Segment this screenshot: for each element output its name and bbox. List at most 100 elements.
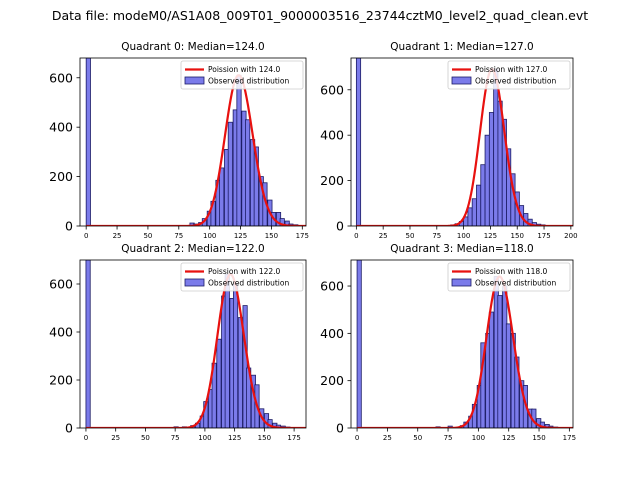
x-tick-label: 150 <box>265 232 278 240</box>
x-tick-label: 0 <box>84 434 88 442</box>
x-tick-label: 175 <box>287 434 300 442</box>
quadrant-3-legend: Poission with 118.0 Observed distribution <box>447 262 571 292</box>
x-tick-label: 25 <box>379 232 388 240</box>
legend-observed-swatch <box>184 278 205 287</box>
histogram-bar <box>471 198 477 226</box>
x-tick-label: 75 <box>171 434 180 442</box>
legend-observed-swatch <box>451 278 472 287</box>
legend-observed-label: Observed distribution <box>475 279 556 288</box>
histogram-bar <box>219 167 225 226</box>
x-tick-label: 100 <box>472 434 485 442</box>
y-tick-label: 200 <box>320 173 344 188</box>
histogram-bar <box>488 311 494 428</box>
quadrant-1-panel: Quadrant 1: Median=127.0 0 25 50 75 100 125 15… <box>320 41 577 240</box>
histogram-bar <box>493 68 499 226</box>
y-tick-label: 200 <box>49 373 73 388</box>
histogram-bar <box>467 207 473 226</box>
poisson-fit-line <box>357 275 573 428</box>
histogram-bar-zero <box>85 260 91 428</box>
x-tick-label: 175 <box>537 232 550 240</box>
x-tick-label: 100 <box>198 434 211 442</box>
y-tick-label: 0 <box>336 421 344 436</box>
histogram-bar <box>253 146 259 226</box>
x-tick-label: 200 <box>564 232 577 240</box>
y-tick-label: 200 <box>320 373 344 388</box>
y-tick-label: 400 <box>49 120 73 135</box>
legend-poisson-label: Poission with 124.0 <box>208 65 281 74</box>
legend-observed-label: Observed distribution <box>208 77 289 86</box>
quadrant-2-axes-frame <box>79 259 307 429</box>
x-tick-label: 25 <box>383 434 392 442</box>
quadrant-0-legend: Poission with 124.0 Observed distribution <box>180 60 304 90</box>
x-tick-label: 125 <box>484 232 497 240</box>
histogram-bar <box>233 283 239 428</box>
x-tick-label: 0 <box>84 232 88 240</box>
figure-suptitle: Data file: modeM0/AS1A08_009T01_90000035… <box>52 8 588 23</box>
x-tick-label: 100 <box>203 232 216 240</box>
y-tick-label: 600 <box>320 279 344 294</box>
histogram-bar <box>497 295 503 428</box>
legend-poisson-label: Poission with 122.0 <box>208 267 281 276</box>
poisson-fit-line <box>85 273 306 428</box>
legend-observed-label: Observed distribution <box>208 279 289 288</box>
histogram-bar <box>245 119 251 226</box>
legend-poisson-label: Poission with 118.0 <box>475 267 548 276</box>
y-tick-label: 400 <box>320 326 344 341</box>
histogram-bar <box>497 100 503 226</box>
histogram-bar <box>488 112 495 226</box>
x-tick-label: 150 <box>511 232 524 240</box>
poisson-fit-line <box>86 74 306 226</box>
histogram-bar <box>476 184 482 226</box>
x-tick-label: 150 <box>258 434 271 442</box>
x-tick-label: 175 <box>296 232 309 240</box>
y-tick-label: 0 <box>65 421 73 436</box>
histogram-bar <box>505 323 511 428</box>
x-tick-label: 75 <box>174 232 183 240</box>
x-tick-label: 125 <box>234 232 247 240</box>
poisson-fit-line <box>356 68 573 226</box>
quadrant-3-plot-area <box>356 260 573 428</box>
y-tick-label: 200 <box>49 169 73 184</box>
quadrant-0-panel: Quadrant 0: Median=124.0 0 25 50 75 100 125 15… <box>49 41 309 240</box>
histogram-bar-zero <box>355 58 362 226</box>
quadrant-1-title: Quadrant 1: Median=127.0 <box>390 41 533 53</box>
histogram-bar-zero <box>356 260 362 428</box>
quadrant-2-panel: Quadrant 2: Median=122.0 0 25 50 75 100 125 15… <box>49 243 307 442</box>
histogram-bar-zero <box>85 58 91 226</box>
y-tick-label: 0 <box>65 219 73 234</box>
y-tick-label: 600 <box>49 277 73 292</box>
x-tick-label: 50 <box>413 434 422 442</box>
histogram-bar <box>236 74 242 226</box>
quadrant-1-axes-frame <box>350 57 574 227</box>
x-tick-label: 75 <box>432 232 441 240</box>
quadrant-2-plot-area <box>85 260 306 428</box>
histogram-bar <box>242 305 248 428</box>
y-tick-label: 400 <box>49 325 73 340</box>
legend-poisson-label: Poission with 127.0 <box>475 65 548 74</box>
x-tick-label: 150 <box>532 434 545 442</box>
legend-observed-swatch <box>451 76 472 85</box>
x-tick-label: 50 <box>141 434 150 442</box>
x-tick-label: 100 <box>457 232 470 240</box>
quadrant-0-title: Quadrant 0: Median=124.0 <box>121 41 264 53</box>
histogram-bar <box>279 218 285 226</box>
y-tick-label: 0 <box>336 219 344 234</box>
quadrant-3-panel: Quadrant 3: Median=118.0 0 25 50 75 100 125 15… <box>320 243 576 442</box>
histogram-bar <box>227 121 233 226</box>
quadrant-2-title: Quadrant 2: Median=122.0 <box>121 243 264 255</box>
x-tick-label: 125 <box>502 434 515 442</box>
quadrant-0-axes-frame <box>79 57 307 227</box>
x-tick-label: 0 <box>354 232 358 240</box>
histogram-bar <box>224 273 230 428</box>
x-tick-label: 25 <box>113 232 122 240</box>
x-tick-label: 75 <box>444 434 453 442</box>
histogram-bar <box>237 317 243 428</box>
histogram-bar <box>484 134 490 226</box>
x-tick-label: 175 <box>563 434 576 442</box>
x-tick-label: 50 <box>143 232 152 240</box>
legend-observed-label: Observed distribution <box>475 77 556 86</box>
x-tick-label: 125 <box>228 434 241 442</box>
quadrant-2-legend: Poission with 122.0 Observed distribution <box>180 262 304 292</box>
y-tick-label: 600 <box>320 82 344 97</box>
